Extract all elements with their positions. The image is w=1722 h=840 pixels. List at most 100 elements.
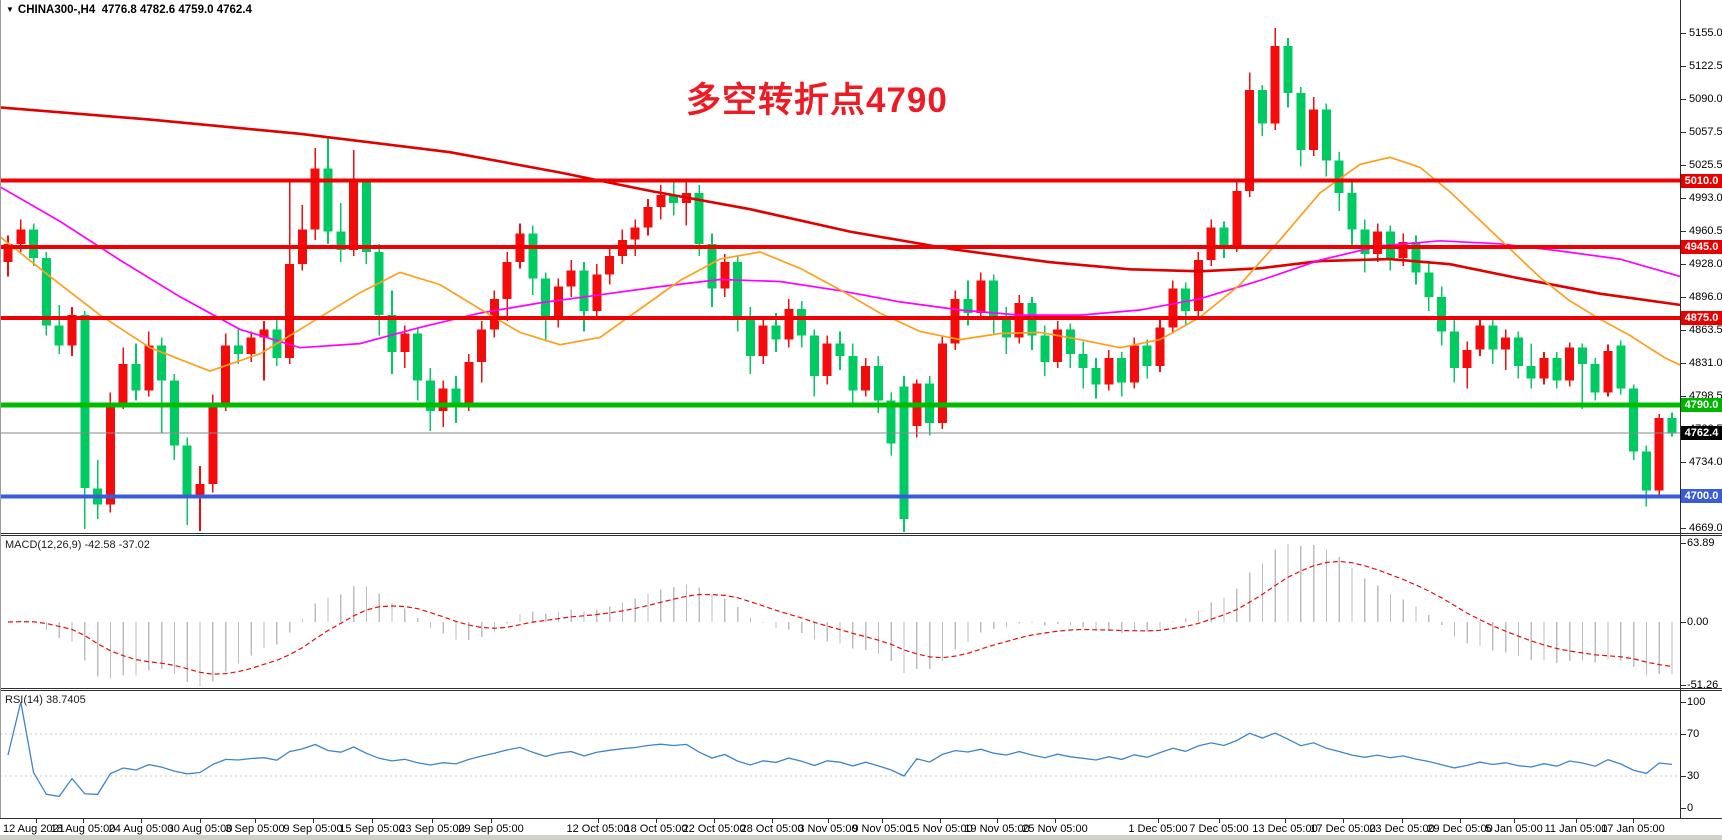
candle [720,262,730,289]
candle [400,333,410,352]
price-tick-mark [1681,363,1686,364]
time-tick-mark [1514,819,1515,823]
candle [1629,388,1639,452]
time-tick-mark [1576,819,1577,823]
price-level-label: 4762.4 [1681,426,1722,440]
rsi-tick-mark [1681,776,1686,777]
time-tick-mark [828,819,829,823]
macd-rsi-separator-2 [0,690,1722,691]
candle [1321,109,1331,161]
time-tick-label: 30 Aug 05:00 [167,823,233,835]
candle [1270,46,1280,124]
candle [605,256,615,275]
time-tick-label: 7 Dec 05:00 [1189,823,1249,835]
candle [1616,345,1626,389]
candle [105,402,115,505]
price-tick-label: 4960.5 [1689,225,1722,237]
candle [3,243,13,263]
candle [937,343,947,423]
candle [861,366,871,391]
candle [899,386,909,519]
candle [451,388,461,405]
candle [195,484,205,497]
macd-indicator-label: MACD(12,26,9) -42.58 -37.02 [5,539,150,551]
candle [1181,288,1191,311]
candle [310,168,320,230]
candle [1539,357,1549,379]
candle [1053,329,1063,362]
candle [963,298,973,314]
time-tick-label: 15 Sep 05:00 [339,823,405,835]
candle [1552,357,1562,381]
time-tick-label: 19 Nov 05:00 [964,823,1030,835]
candle [745,317,755,356]
time-tick-label: 9 Nov 05:00 [852,823,912,835]
time-tick-label: 29 Dec 05:00 [1427,823,1493,835]
candle [1091,368,1101,385]
candle [1398,241,1408,259]
candle [873,366,883,401]
candle [1283,46,1293,94]
candle [1193,260,1203,311]
price-tick-mark [1681,330,1686,331]
candle [1155,327,1165,367]
candle [464,362,474,405]
price-tick-label: 5090.0 [1689,93,1722,105]
price-macd-separator[interactable] [0,533,1722,534]
candle [413,333,423,381]
candle [579,270,589,311]
macd-rsi-separator[interactable] [0,688,1722,689]
price-tick-label: 4993.0 [1689,192,1722,204]
candle [1065,329,1075,354]
price-tick-mark [1681,99,1686,100]
candle [1513,337,1523,366]
price-level-label: 4875.0 [1681,311,1722,325]
time-tick-mark [656,819,657,823]
price-tick-label: 5122.5 [1689,60,1722,72]
rsi-tick-mark [1681,808,1686,809]
price-level-label: 5010.0 [1681,174,1722,188]
time-tick-mark [1402,819,1403,823]
candle [1219,227,1229,246]
rsi-pane[interactable] [0,691,1680,818]
time-tick-label: 15 Nov 05:00 [907,823,973,835]
candle [566,270,576,287]
candle [630,227,640,240]
price-tick-mark [1681,462,1686,463]
price-pane[interactable] [0,0,1680,533]
time-scale[interactable]: 12 Aug 2021 18 Aug 05:00 24 Aug 05:00 30 Au… [0,821,1722,835]
chart-annotation-text[interactable]: 多空转折点4790 [686,81,948,120]
price-tick-label: 4669.0 [1689,522,1722,534]
candle [1078,353,1088,369]
price-level-label: 4700.0 [1681,489,1722,503]
ohlc-values: 4776.8 4782.6 4759.0 4762.4 [101,4,252,16]
price-tick-mark [1681,132,1686,133]
rsi-line [7,701,1673,798]
candle [208,404,218,485]
candle [54,325,64,346]
time-tick-label: 25 Nov 05:00 [1022,823,1088,835]
candle [1129,345,1139,383]
macd-pane[interactable] [0,536,1680,688]
time-tick-mark [714,819,715,823]
candle [592,274,602,312]
candle [1257,90,1267,124]
ma-fast-orange [0,156,1680,373]
candle [67,315,77,346]
rsi-tick-label: 30 [1687,770,1700,782]
time-tick-label: 12 Aug 2021 [3,823,65,835]
candle [694,192,704,244]
candle [169,380,179,446]
macd-tick-label: 0.00 [1687,616,1709,628]
candle [489,298,499,330]
price-tick-label: 4896.0 [1689,291,1722,303]
candle [361,182,371,252]
candle [1590,364,1600,393]
time-tick-mark [36,819,37,823]
time-tick-mark [1633,819,1634,823]
chevron-down-icon[interactable]: ▼ [6,5,14,14]
candle [1411,241,1421,273]
candle [1424,272,1434,297]
time-tick-label: 13 Dec 05:00 [1252,823,1318,835]
time-tick-mark [1055,819,1056,823]
